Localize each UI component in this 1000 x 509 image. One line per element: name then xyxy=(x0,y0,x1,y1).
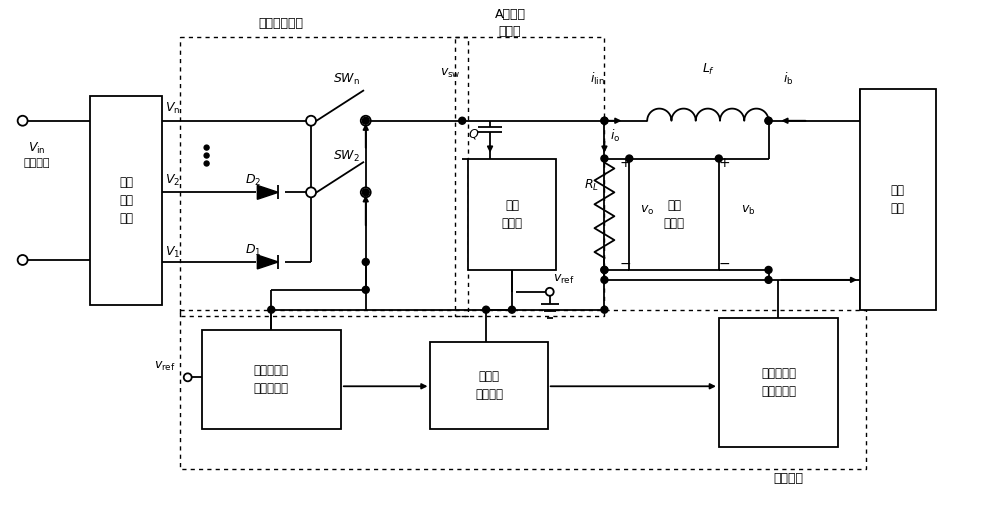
Polygon shape xyxy=(257,185,278,200)
Circle shape xyxy=(362,117,369,124)
Text: $V_2$: $V_2$ xyxy=(165,173,180,188)
Circle shape xyxy=(601,266,608,273)
Text: 电流
采样器: 电流 采样器 xyxy=(664,199,685,230)
Text: $R_L$: $R_L$ xyxy=(584,178,599,193)
Text: A类线性
放大器: A类线性 放大器 xyxy=(494,8,525,38)
Circle shape xyxy=(601,276,608,284)
Circle shape xyxy=(204,161,209,166)
Text: $i_{\rm o}$: $i_{\rm o}$ xyxy=(610,128,621,144)
Bar xyxy=(180,37,468,316)
Polygon shape xyxy=(257,255,278,269)
Text: 电源输入: 电源输入 xyxy=(23,158,50,168)
Circle shape xyxy=(306,116,316,126)
Circle shape xyxy=(268,306,275,313)
Text: $i_{\rm lin}$: $i_{\rm lin}$ xyxy=(590,71,605,87)
Text: −: − xyxy=(719,257,731,271)
Circle shape xyxy=(306,187,316,197)
Bar xyxy=(860,89,936,309)
Bar xyxy=(90,96,162,305)
Circle shape xyxy=(601,117,608,124)
Circle shape xyxy=(204,153,209,158)
Bar xyxy=(180,309,866,469)
Text: $SW_{\rm n}$: $SW_{\rm n}$ xyxy=(333,71,360,87)
Circle shape xyxy=(362,259,369,265)
Text: $D_2$: $D_2$ xyxy=(245,173,261,188)
Text: $D_1$: $D_1$ xyxy=(245,242,262,258)
Circle shape xyxy=(765,117,772,124)
Circle shape xyxy=(765,276,772,284)
Circle shape xyxy=(362,287,369,293)
Circle shape xyxy=(361,187,371,197)
Text: $v_{\rm b}$: $v_{\rm b}$ xyxy=(741,204,756,217)
Circle shape xyxy=(546,288,554,296)
Circle shape xyxy=(601,117,608,124)
Circle shape xyxy=(483,306,490,313)
Circle shape xyxy=(601,306,608,313)
Circle shape xyxy=(508,306,515,313)
Text: 电压
调节器: 电压 调节器 xyxy=(501,199,522,230)
Text: 电平
提供
单元: 电平 提供 单元 xyxy=(119,176,133,225)
Circle shape xyxy=(601,155,608,162)
Circle shape xyxy=(204,145,209,150)
Text: $v_{\rm o}$: $v_{\rm o}$ xyxy=(640,204,654,217)
Text: $Q$: $Q$ xyxy=(468,127,480,140)
Text: 第二控制信
号产生单元: 第二控制信 号产生单元 xyxy=(761,367,796,398)
Text: $i_{\rm b}$: $i_{\rm b}$ xyxy=(783,71,794,87)
Circle shape xyxy=(601,266,608,273)
Text: +: + xyxy=(619,156,631,171)
Circle shape xyxy=(765,266,772,273)
Circle shape xyxy=(459,117,466,124)
Circle shape xyxy=(18,255,28,265)
Text: 斩波
电路: 斩波 电路 xyxy=(891,184,905,215)
Circle shape xyxy=(361,116,371,126)
Circle shape xyxy=(765,117,772,124)
Text: 控制电路: 控制电路 xyxy=(773,472,803,485)
Bar xyxy=(468,158,556,270)
Text: $v_{\rm sw}$: $v_{\rm sw}$ xyxy=(440,67,461,79)
Circle shape xyxy=(184,373,192,381)
Bar xyxy=(430,342,548,429)
Text: $V_1$: $V_1$ xyxy=(165,244,180,260)
Text: $V_{\rm n}$: $V_{\rm n}$ xyxy=(165,101,180,117)
Text: $V_{\rm in}$: $V_{\rm in}$ xyxy=(28,141,45,156)
Circle shape xyxy=(626,155,633,162)
Text: $v_{\rm ref}$: $v_{\rm ref}$ xyxy=(154,360,176,373)
Circle shape xyxy=(362,189,369,196)
Text: −: − xyxy=(619,257,631,271)
Text: $SW_2$: $SW_2$ xyxy=(333,149,360,164)
Text: 最小值
检测单元: 最小值 检测单元 xyxy=(475,370,503,401)
Bar xyxy=(455,37,604,316)
Text: 电平切换单元: 电平切换单元 xyxy=(259,17,304,30)
Circle shape xyxy=(715,155,722,162)
Text: $v_{\rm ref}$: $v_{\rm ref}$ xyxy=(553,273,574,287)
Bar xyxy=(202,330,341,429)
Bar xyxy=(629,158,719,270)
Bar xyxy=(719,318,838,447)
Text: +: + xyxy=(719,156,731,171)
Text: 第一控制信
号产生单元: 第一控制信 号产生单元 xyxy=(254,364,289,395)
Text: $L_f$: $L_f$ xyxy=(702,62,715,76)
Circle shape xyxy=(18,116,28,126)
